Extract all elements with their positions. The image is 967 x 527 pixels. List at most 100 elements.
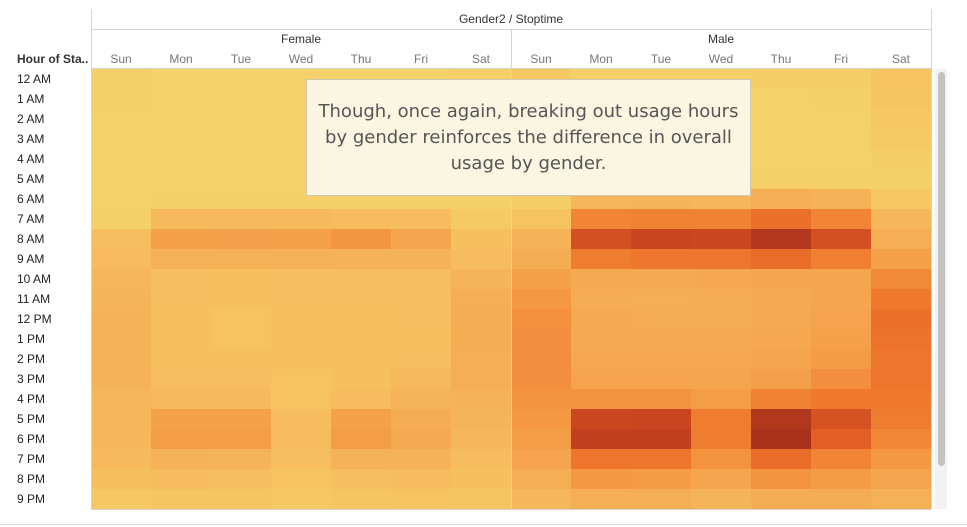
heatmap-cell-female-thu-17[interactable] bbox=[331, 409, 391, 429]
heatmap-cell-female-sat-15[interactable] bbox=[451, 369, 511, 389]
heatmap-cell-female-tue-20[interactable] bbox=[211, 469, 271, 489]
heatmap-cell-female-sun-20[interactable] bbox=[91, 469, 151, 489]
heatmap-cell-male-thu-16[interactable] bbox=[751, 389, 811, 409]
heatmap-cell-female-thu-11[interactable] bbox=[331, 289, 391, 309]
heatmap-cell-female-sat-9[interactable] bbox=[451, 249, 511, 269]
heatmap-cell-female-thu-15[interactable] bbox=[331, 369, 391, 389]
heatmap-cell-male-sun-7[interactable] bbox=[511, 209, 571, 229]
heatmap-cell-male-sun-15[interactable] bbox=[511, 369, 571, 389]
heatmap-cell-female-thu-18[interactable] bbox=[331, 429, 391, 449]
heatmap-cell-female-wed-18[interactable] bbox=[271, 429, 331, 449]
heatmap-cell-male-tue-19[interactable] bbox=[631, 449, 691, 469]
heatmap-cell-male-tue-18[interactable] bbox=[631, 429, 691, 449]
heatmap-cell-female-mon-7[interactable] bbox=[151, 209, 211, 229]
heatmap-cell-female-wed-8[interactable] bbox=[271, 229, 331, 249]
heatmap-cell-female-mon-5[interactable] bbox=[151, 169, 211, 189]
heatmap-cell-male-thu-3[interactable] bbox=[751, 129, 811, 149]
heatmap-cell-male-sat-9[interactable] bbox=[871, 249, 931, 269]
heatmap-cell-female-thu-19[interactable] bbox=[331, 449, 391, 469]
heatmap-cell-male-fri-6[interactable] bbox=[811, 189, 871, 209]
heatmap-cell-female-thu-12[interactable] bbox=[331, 309, 391, 329]
heatmap-cell-male-wed-19[interactable] bbox=[691, 449, 751, 469]
heatmap-cell-female-sun-16[interactable] bbox=[91, 389, 151, 409]
heatmap-cell-male-mon-16[interactable] bbox=[571, 389, 631, 409]
heatmap-cell-male-thu-14[interactable] bbox=[751, 349, 811, 369]
heatmap-cell-female-wed-12[interactable] bbox=[271, 309, 331, 329]
heatmap-cell-male-sun-8[interactable] bbox=[511, 229, 571, 249]
heatmap-cell-female-tue-7[interactable] bbox=[211, 209, 271, 229]
heatmap-cell-male-mon-19[interactable] bbox=[571, 449, 631, 469]
heatmap-cell-female-sun-8[interactable] bbox=[91, 229, 151, 249]
heatmap-cell-male-sat-2[interactable] bbox=[871, 109, 931, 129]
heatmap-cell-male-mon-10[interactable] bbox=[571, 269, 631, 289]
heatmap-cell-female-thu-14[interactable] bbox=[331, 349, 391, 369]
heatmap-cell-female-wed-10[interactable] bbox=[271, 269, 331, 289]
heatmap-cell-male-thu-21[interactable] bbox=[751, 489, 811, 509]
heatmap-cell-male-wed-20[interactable] bbox=[691, 469, 751, 489]
heatmap-cell-female-sat-16[interactable] bbox=[451, 389, 511, 409]
heatmap-cell-male-tue-12[interactable] bbox=[631, 309, 691, 329]
heatmap-cell-male-sat-10[interactable] bbox=[871, 269, 931, 289]
heatmap-cell-female-thu-16[interactable] bbox=[331, 389, 391, 409]
heatmap-cell-female-sun-18[interactable] bbox=[91, 429, 151, 449]
heatmap-cell-male-wed-8[interactable] bbox=[691, 229, 751, 249]
heatmap-cell-female-sun-4[interactable] bbox=[91, 149, 151, 169]
heatmap-cell-male-sat-4[interactable] bbox=[871, 149, 931, 169]
heatmap-cell-male-sat-20[interactable] bbox=[871, 469, 931, 489]
heatmap-cell-male-sat-17[interactable] bbox=[871, 409, 931, 429]
heatmap-cell-male-thu-11[interactable] bbox=[751, 289, 811, 309]
heatmap-cell-female-mon-13[interactable] bbox=[151, 329, 211, 349]
heatmap-cell-female-tue-6[interactable] bbox=[211, 189, 271, 209]
heatmap-cell-male-wed-13[interactable] bbox=[691, 329, 751, 349]
heatmap-cell-female-sun-0[interactable] bbox=[91, 69, 151, 89]
heatmap-cell-male-fri-1[interactable] bbox=[811, 89, 871, 109]
heatmap-cell-male-wed-18[interactable] bbox=[691, 429, 751, 449]
heatmap-cell-male-sun-20[interactable] bbox=[511, 469, 571, 489]
heatmap-cell-female-fri-17[interactable] bbox=[391, 409, 451, 429]
heatmap-cell-male-fri-13[interactable] bbox=[811, 329, 871, 349]
heatmap-cell-male-tue-21[interactable] bbox=[631, 489, 691, 509]
heatmap-cell-male-tue-10[interactable] bbox=[631, 269, 691, 289]
heatmap-cell-female-mon-10[interactable] bbox=[151, 269, 211, 289]
heatmap-cell-female-fri-10[interactable] bbox=[391, 269, 451, 289]
heatmap-cell-male-sun-17[interactable] bbox=[511, 409, 571, 429]
heatmap-cell-female-wed-7[interactable] bbox=[271, 209, 331, 229]
heatmap-cell-female-mon-6[interactable] bbox=[151, 189, 211, 209]
heatmap-cell-male-fri-2[interactable] bbox=[811, 109, 871, 129]
heatmap-cell-female-mon-16[interactable] bbox=[151, 389, 211, 409]
heatmap-cell-male-wed-7[interactable] bbox=[691, 209, 751, 229]
heatmap-cell-male-wed-16[interactable] bbox=[691, 389, 751, 409]
heatmap-cell-male-sat-11[interactable] bbox=[871, 289, 931, 309]
heatmap-cell-male-wed-12[interactable] bbox=[691, 309, 751, 329]
heatmap-cell-female-mon-3[interactable] bbox=[151, 129, 211, 149]
heatmap-cell-female-wed-20[interactable] bbox=[271, 469, 331, 489]
heatmap-cell-female-tue-5[interactable] bbox=[211, 169, 271, 189]
heatmap-cell-female-wed-17[interactable] bbox=[271, 409, 331, 429]
heatmap-cell-female-tue-18[interactable] bbox=[211, 429, 271, 449]
heatmap-cell-male-sat-19[interactable] bbox=[871, 449, 931, 469]
heatmap-cell-male-wed-21[interactable] bbox=[691, 489, 751, 509]
heatmap-cell-male-thu-2[interactable] bbox=[751, 109, 811, 129]
heatmap-cell-male-wed-9[interactable] bbox=[691, 249, 751, 269]
heatmap-cell-female-sun-10[interactable] bbox=[91, 269, 151, 289]
heatmap-cell-female-fri-11[interactable] bbox=[391, 289, 451, 309]
heatmap-cell-male-wed-15[interactable] bbox=[691, 369, 751, 389]
heatmap-cell-female-wed-19[interactable] bbox=[271, 449, 331, 469]
heatmap-cell-male-mon-7[interactable] bbox=[571, 209, 631, 229]
heatmap-cell-female-mon-14[interactable] bbox=[151, 349, 211, 369]
heatmap-cell-male-fri-19[interactable] bbox=[811, 449, 871, 469]
heatmap-cell-female-fri-16[interactable] bbox=[391, 389, 451, 409]
heatmap-cell-female-tue-11[interactable] bbox=[211, 289, 271, 309]
heatmap-cell-female-sun-17[interactable] bbox=[91, 409, 151, 429]
heatmap-cell-male-fri-16[interactable] bbox=[811, 389, 871, 409]
heatmap-cell-female-thu-10[interactable] bbox=[331, 269, 391, 289]
heatmap-cell-female-fri-7[interactable] bbox=[391, 209, 451, 229]
heatmap-cell-male-sat-18[interactable] bbox=[871, 429, 931, 449]
heatmap-cell-male-sun-12[interactable] bbox=[511, 309, 571, 329]
heatmap-cell-female-sun-12[interactable] bbox=[91, 309, 151, 329]
heatmap-cell-male-mon-20[interactable] bbox=[571, 469, 631, 489]
heatmap-cell-female-sat-10[interactable] bbox=[451, 269, 511, 289]
heatmap-cell-female-fri-14[interactable] bbox=[391, 349, 451, 369]
heatmap-cell-male-mon-14[interactable] bbox=[571, 349, 631, 369]
heatmap-cell-male-sun-21[interactable] bbox=[511, 489, 571, 509]
